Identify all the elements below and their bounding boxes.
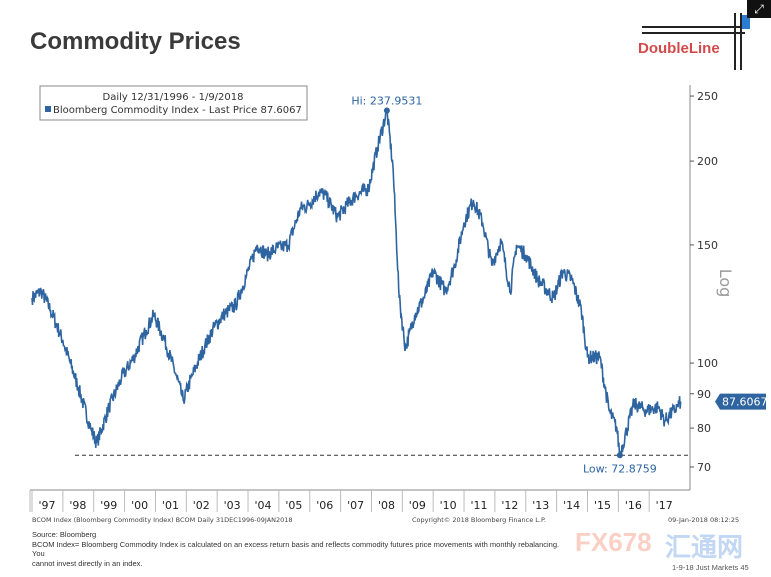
x-tick-label: '05 — [285, 499, 302, 512]
source-note: Source: Bloomberg — [32, 530, 97, 539]
x-tick-label: '99 — [100, 499, 117, 512]
logo-text: DoubleLine — [638, 40, 720, 57]
legend-date-range: Daily 12/31/1996 - 1/9/2018 — [103, 92, 244, 103]
watermark-cn: 汇通网 — [665, 533, 744, 563]
low-point — [616, 452, 623, 459]
watermark: FX678 — [575, 527, 652, 557]
last-price-marker — [715, 393, 766, 410]
x-tick-label: '09 — [409, 499, 426, 512]
index-note: BCOM Index= Bloomberg Commodity Index is… — [32, 540, 560, 558]
low-label: Low: 72.8759 — [583, 462, 657, 475]
expand-icon[interactable]: ⤢ — [747, 0, 771, 18]
legend-series-label: Bloomberg Commodity Index - Last Price 8… — [53, 105, 302, 116]
x-tick-label: '02 — [193, 499, 210, 512]
x-tick-label: '17 — [656, 499, 673, 512]
y-tick-label: 150 — [697, 239, 718, 252]
y-tick-label: 100 — [697, 357, 718, 370]
x-tick-label: '97 — [38, 499, 55, 512]
x-tick-label: '07 — [347, 499, 364, 512]
footer-timestamp: 09-Jan-2018 08:12:25 — [668, 516, 740, 524]
x-tick-label: '04 — [255, 499, 272, 512]
y-axis-label: Log — [716, 269, 735, 298]
y-tick-label: 90 — [697, 388, 711, 401]
legend-swatch — [45, 106, 51, 112]
y-tick-label: 200 — [697, 155, 718, 168]
x-tick-label: '03 — [224, 499, 241, 512]
x-tick-label: '12 — [501, 499, 518, 512]
high-point — [383, 107, 390, 114]
bcom-series-line — [31, 108, 682, 457]
page-number: 1-9-18 Just Markets 45 — [672, 563, 749, 572]
page-title: Commodity Prices — [30, 28, 241, 55]
x-tick-label: '14 — [563, 499, 580, 512]
x-tick-label: '00 — [131, 499, 148, 512]
x-tick-label: '15 — [594, 499, 611, 512]
y-tick-label: 70 — [697, 461, 711, 474]
y-tick-label: 80 — [697, 422, 711, 435]
x-tick-label: '10 — [440, 499, 457, 512]
x-tick-label: '11 — [471, 499, 488, 512]
x-tick-label: '13 — [532, 499, 549, 512]
y-tick-label: 250 — [697, 90, 718, 103]
last-price-label: 87.6067 — [722, 396, 768, 409]
footer-copyright: Copyright© 2018 Bloomberg Finance L.P. — [412, 516, 546, 524]
doubleline-logo: DoubleLine — [620, 5, 750, 70]
x-tick-label: '06 — [316, 499, 333, 512]
x-tick-label: '01 — [162, 499, 179, 512]
footer-left: BCOM Index (Bloomberg Commodity Index) B… — [32, 516, 293, 524]
x-tick-label: '98 — [69, 499, 86, 512]
index-note-2: cannot invest directly in an index. — [32, 559, 143, 568]
x-tick-label: '08 — [378, 499, 395, 512]
legend-box — [39, 85, 308, 121]
high-label: Hi: 237.9531 — [351, 94, 422, 107]
x-tick-label: '16 — [625, 499, 642, 512]
